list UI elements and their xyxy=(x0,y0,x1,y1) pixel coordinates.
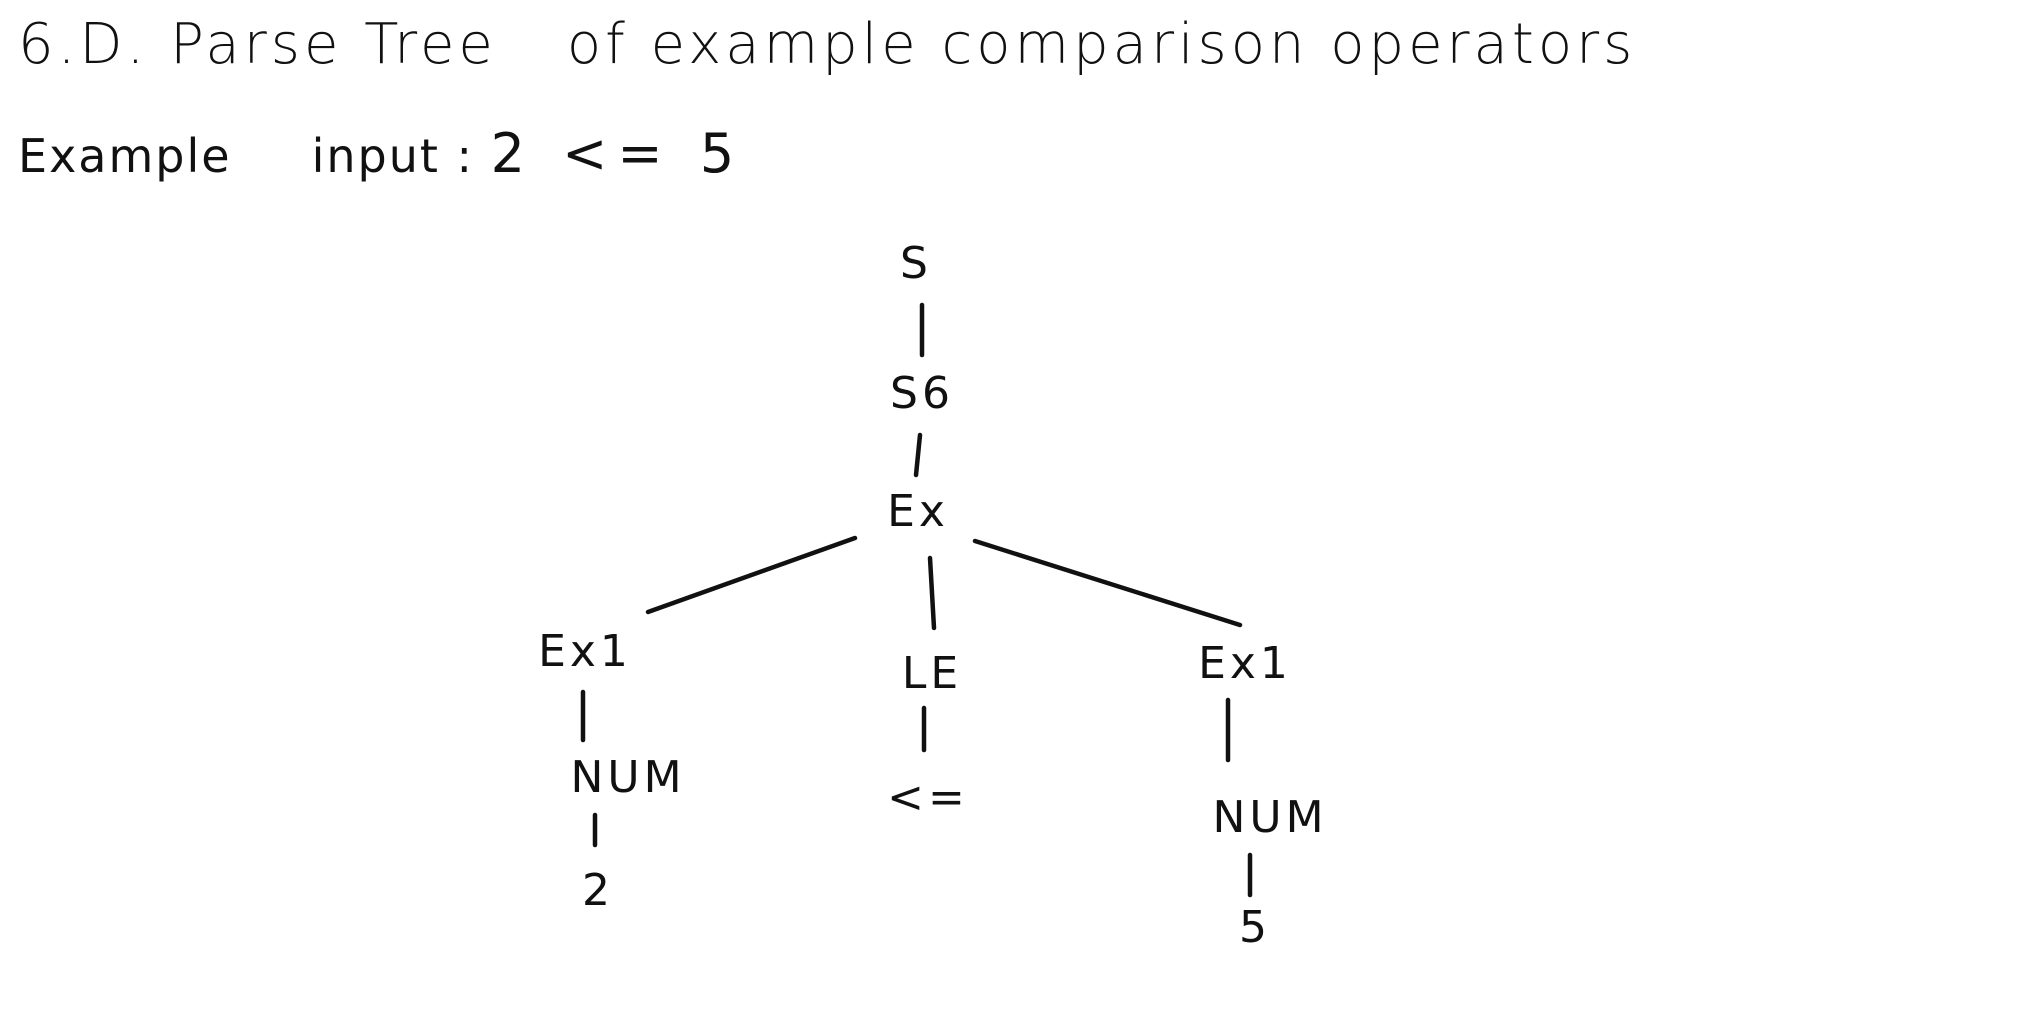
node-leaf-5: 5 xyxy=(1239,902,1271,953)
node-leaf-2: 2 xyxy=(582,865,614,916)
example-input-value: 2 <= 5 xyxy=(490,122,745,185)
edge-ex-le xyxy=(927,555,937,631)
node-le-token: <= xyxy=(887,772,969,823)
heading-title-part2: of example comparison operators xyxy=(566,12,1637,77)
node-ex1-right: Ex1 xyxy=(1198,638,1292,689)
example-input-line: Example input : 2 <= 5 xyxy=(18,122,744,185)
edge-ex-ex1-left xyxy=(645,535,858,615)
node-s6: S6 xyxy=(890,368,954,419)
example-input-label: input : xyxy=(311,129,475,183)
node-le: LE xyxy=(902,648,962,699)
node-num-right: NUM xyxy=(1212,792,1327,843)
node-num-left: NUM xyxy=(570,752,685,803)
page-heading: 6.D. Parse Tree of example comparison ope… xyxy=(18,12,1636,77)
node-ex: Ex xyxy=(887,486,949,537)
node-ex1-left: Ex1 xyxy=(538,626,632,677)
edge-s6-ex xyxy=(913,432,923,478)
node-s: S xyxy=(900,238,932,289)
heading-title-part1: Parse Tree xyxy=(170,12,497,77)
example-label: Example xyxy=(18,129,232,183)
edge-ex-ex1-right xyxy=(972,538,1243,628)
section-number: 6.D. xyxy=(18,12,149,77)
